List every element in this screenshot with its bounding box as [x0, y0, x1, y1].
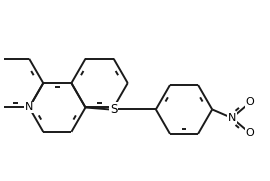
Text: O: O	[246, 128, 255, 138]
Text: O: O	[246, 97, 255, 107]
Text: N: N	[25, 102, 33, 112]
Text: S: S	[110, 103, 117, 116]
Text: N: N	[228, 113, 236, 123]
